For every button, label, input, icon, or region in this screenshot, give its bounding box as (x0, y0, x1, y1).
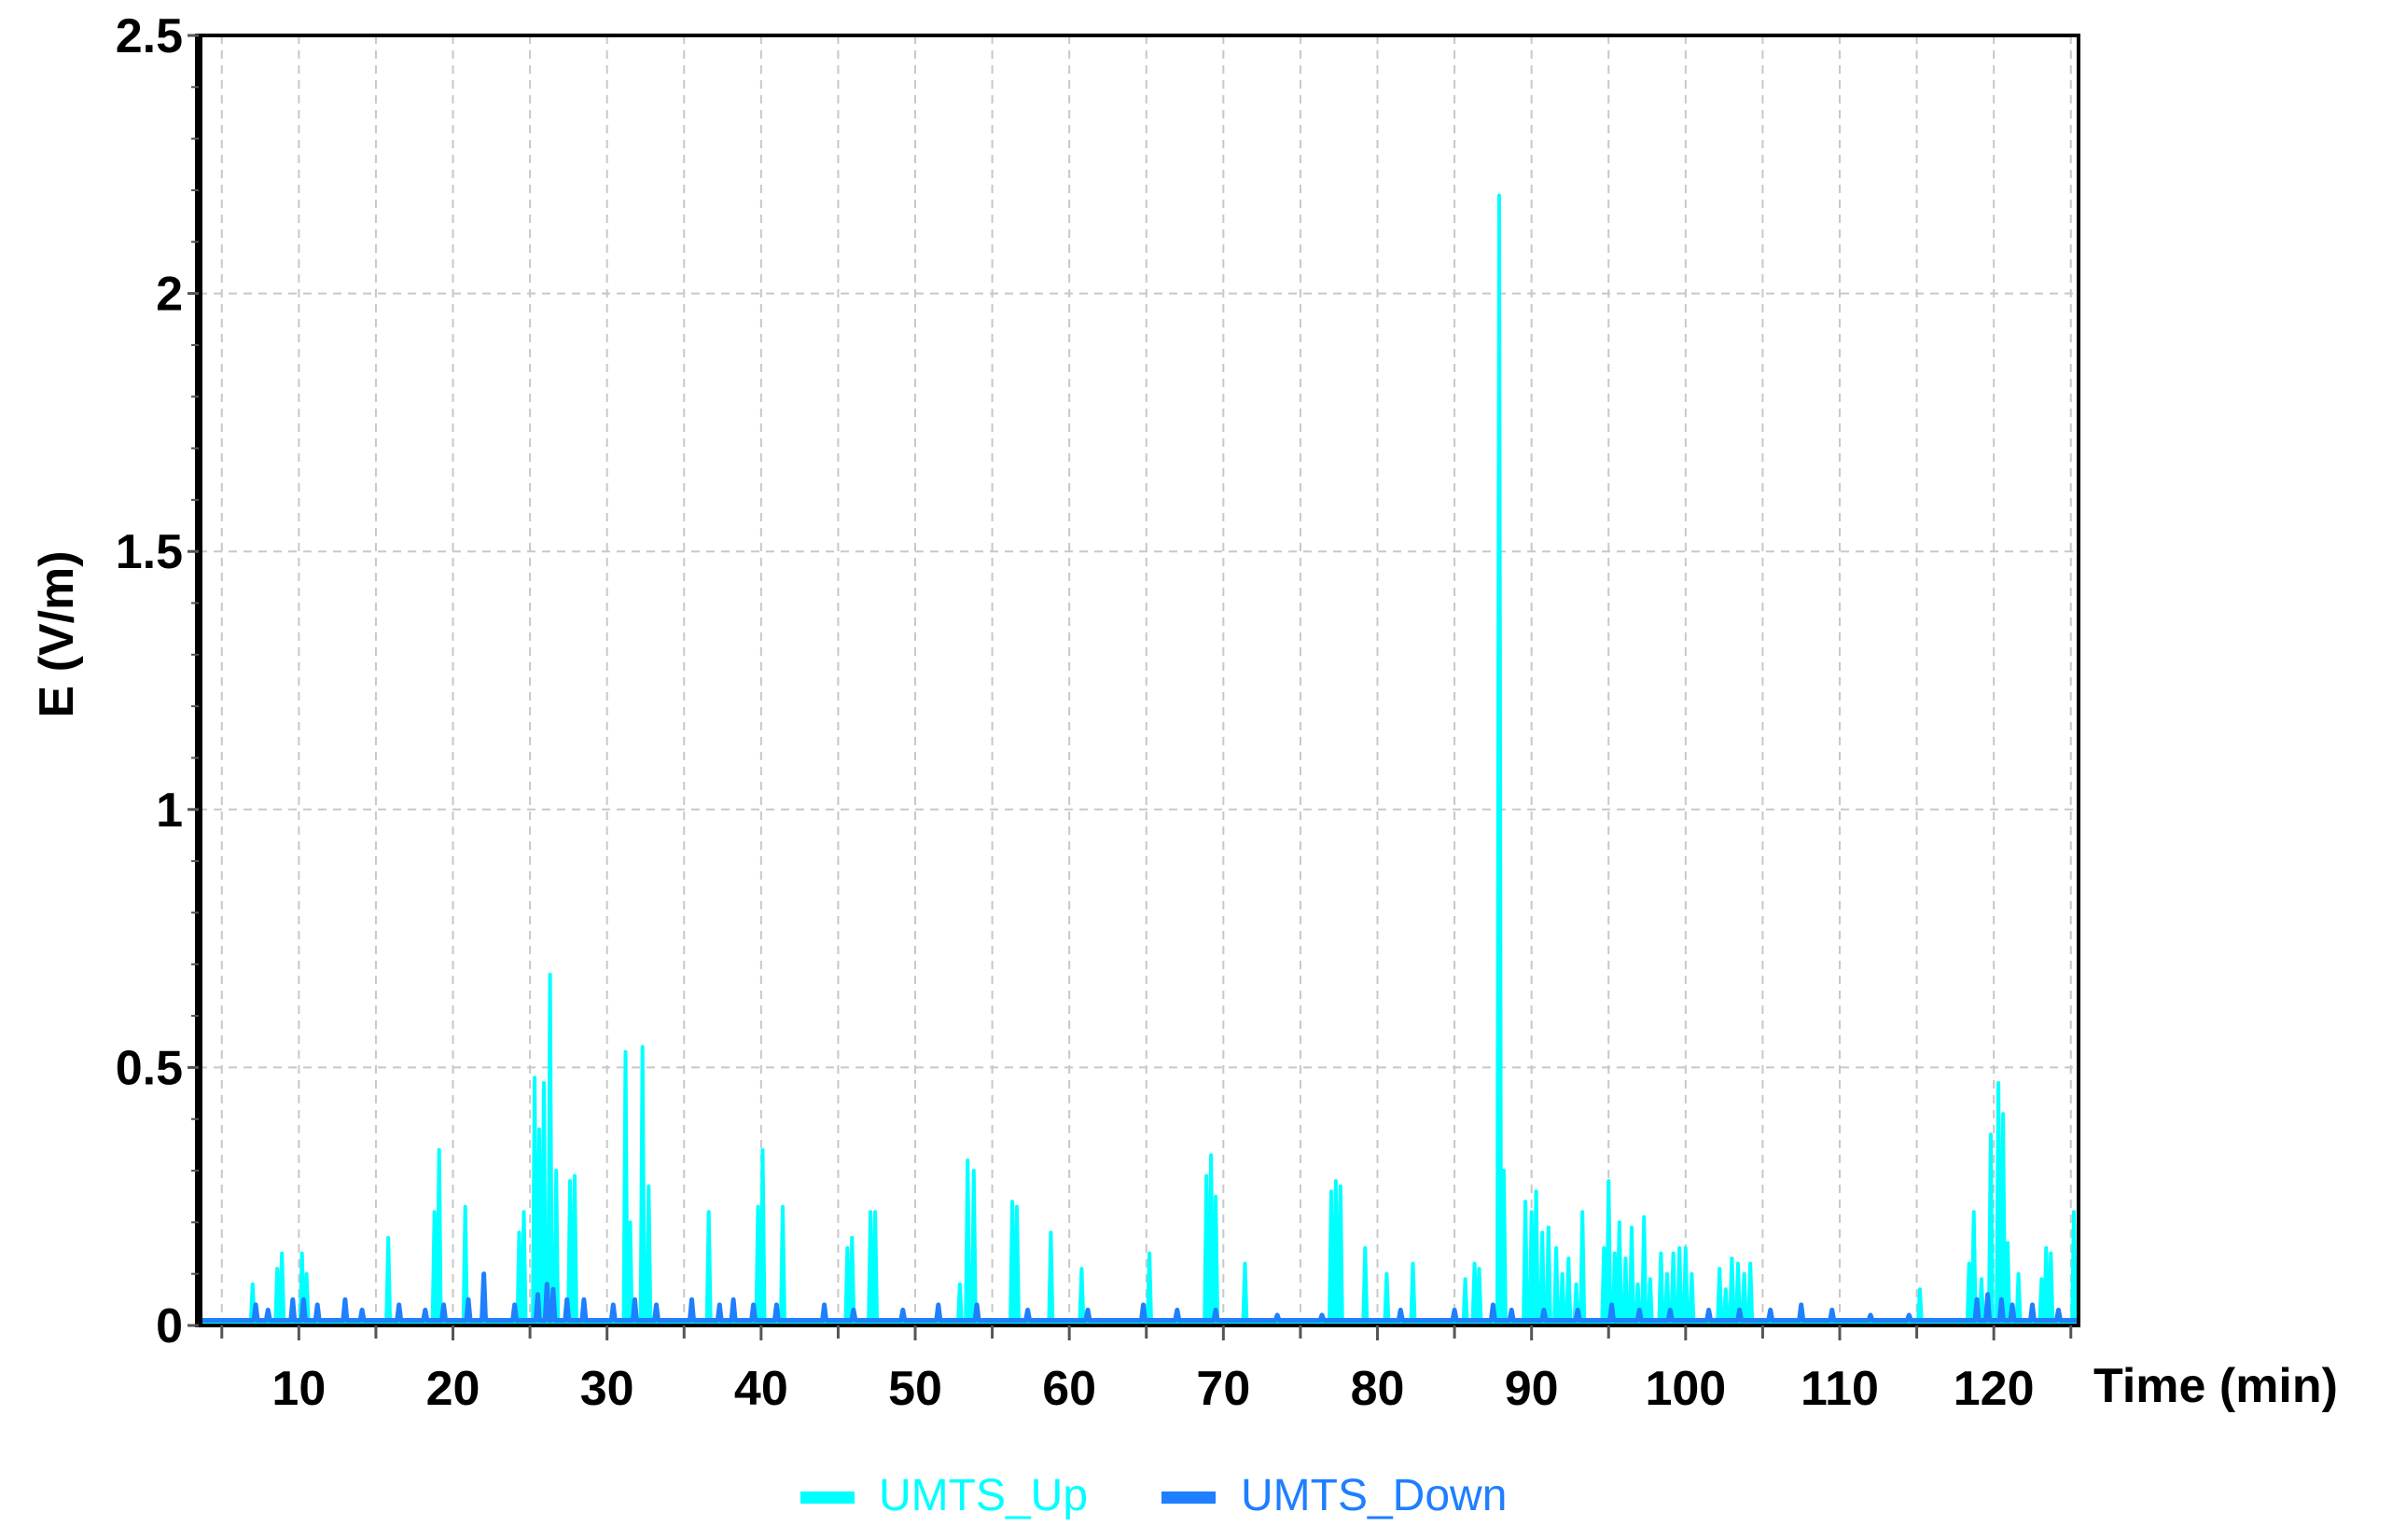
x-tick-label: 30 (580, 1362, 634, 1416)
series-line-umts-up (199, 193, 2079, 1325)
y-tick-label: 2 (156, 268, 183, 322)
y-tick-label: 1 (156, 784, 183, 838)
legend-swatch-umts-down (1161, 1491, 1216, 1504)
x-tick-label: 80 (1351, 1362, 1405, 1416)
x-tick-label: 50 (888, 1362, 942, 1416)
series-line-umts-down (199, 1271, 2079, 1323)
x-tick-label: 60 (1042, 1362, 1096, 1416)
y-axis-label: E (V/m) (30, 550, 84, 717)
x-tick-label: 20 (426, 1362, 480, 1416)
legend: UMTS_Up UMTS_Down (800, 1471, 1507, 1520)
y-tick-label: 0 (156, 1299, 183, 1353)
axis-ticks (188, 34, 2073, 1340)
x-tick-label: 100 (1645, 1362, 1726, 1416)
grid-lines (199, 35, 2079, 1325)
data-series (199, 193, 2079, 1325)
x-tick-label: 120 (1954, 1362, 2035, 1416)
legend-swatch-umts-up (800, 1491, 855, 1504)
x-tick-label: 40 (734, 1362, 788, 1416)
tick-labels: 10 20 30 40 50 60 70 80 90 100 110 120 0 0.5 1 1.5 2 2.5 (116, 9, 2035, 1416)
x-axis-label: Time (min) (2093, 1359, 2338, 1413)
legend-label-umts-up: UMTS_Up (879, 1471, 1088, 1520)
x-tick-label: 70 (1196, 1362, 1250, 1416)
y-tick-label: 0.5 (116, 1041, 183, 1095)
x-tick-label: 10 (271, 1362, 326, 1416)
y-tick-label: 2.5 (116, 9, 183, 63)
x-tick-label: 110 (1801, 1362, 1879, 1416)
legend-label-umts-down: UMTS_Down (1241, 1471, 1507, 1520)
y-tick-label: 1.5 (116, 525, 183, 579)
x-tick-label: 90 (1505, 1362, 1559, 1416)
